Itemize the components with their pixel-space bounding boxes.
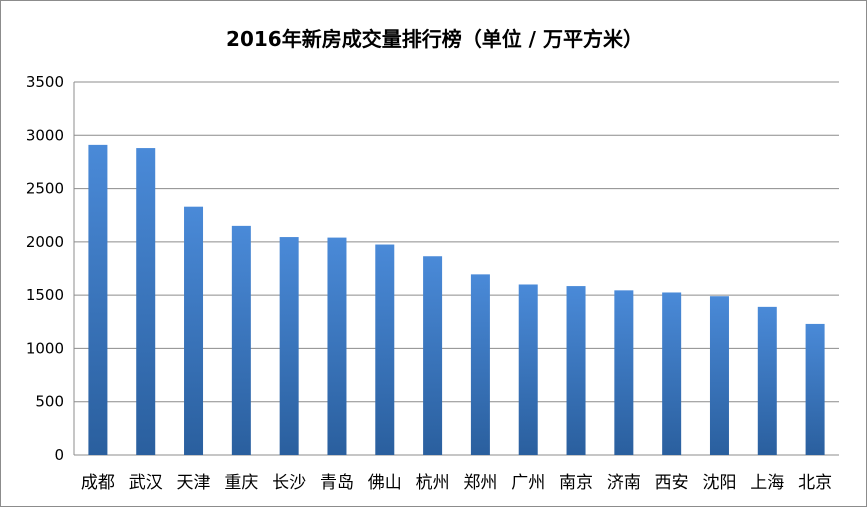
x-category-label: 西安 bbox=[655, 473, 689, 493]
x-axis-categories: 成都 武汉 天津 重庆 长沙 青岛 佛山 杭州 郑州 广州 南京 济南 西安 沈阳 上海 北京 bbox=[81, 473, 832, 493]
x-category-label: 重庆 bbox=[224, 473, 258, 493]
x-category-label: 广州 bbox=[511, 473, 545, 493]
bar-10 bbox=[566, 286, 586, 455]
x-category-label: 北京 bbox=[798, 473, 832, 493]
x-category-label: 济南 bbox=[607, 473, 641, 493]
bar-12 bbox=[662, 292, 682, 455]
y-tick-label: 2500 bbox=[26, 180, 64, 198]
y-axis-ticks: 0 500 1000 1500 2000 2500 3000 3500 bbox=[26, 73, 64, 464]
bar-11 bbox=[614, 290, 634, 455]
bar-9 bbox=[518, 284, 538, 455]
y-tick-label: 500 bbox=[35, 393, 64, 411]
y-tick-label: 3000 bbox=[26, 126, 64, 144]
bar-4 bbox=[279, 237, 299, 455]
bar-1 bbox=[136, 148, 156, 455]
bar-14 bbox=[757, 306, 777, 455]
x-category-label: 天津 bbox=[177, 473, 211, 493]
bar-8 bbox=[470, 274, 490, 455]
x-category-label: 武汉 bbox=[129, 473, 163, 493]
x-category-label: 青岛 bbox=[320, 473, 354, 493]
chart-title: 2016年新房成交量排行榜（单位 / 万平方米） bbox=[226, 27, 643, 51]
x-category-label: 成都 bbox=[81, 473, 115, 493]
y-tick-label: 3500 bbox=[26, 73, 64, 91]
y-tick-label: 1500 bbox=[26, 286, 64, 304]
bar-7 bbox=[423, 256, 443, 455]
bar-3 bbox=[231, 225, 251, 455]
x-category-label: 佛山 bbox=[368, 473, 402, 493]
x-category-label: 上海 bbox=[750, 473, 784, 493]
bars bbox=[88, 144, 825, 455]
x-category-label: 郑州 bbox=[463, 473, 497, 493]
bar-2 bbox=[184, 206, 204, 455]
x-category-label: 南京 bbox=[559, 473, 593, 493]
x-category-label: 长沙 bbox=[272, 473, 306, 493]
bar-15 bbox=[805, 323, 825, 455]
y-tick-label: 1000 bbox=[26, 339, 64, 357]
bar-5 bbox=[327, 237, 347, 455]
bar-6 bbox=[375, 244, 395, 455]
x-category-label: 沈阳 bbox=[702, 473, 736, 493]
y-tick-label: 0 bbox=[54, 446, 64, 464]
bar-0 bbox=[88, 144, 108, 455]
bar-13 bbox=[709, 296, 729, 455]
y-tick-label: 2000 bbox=[26, 233, 64, 251]
x-category-label: 杭州 bbox=[416, 473, 450, 493]
